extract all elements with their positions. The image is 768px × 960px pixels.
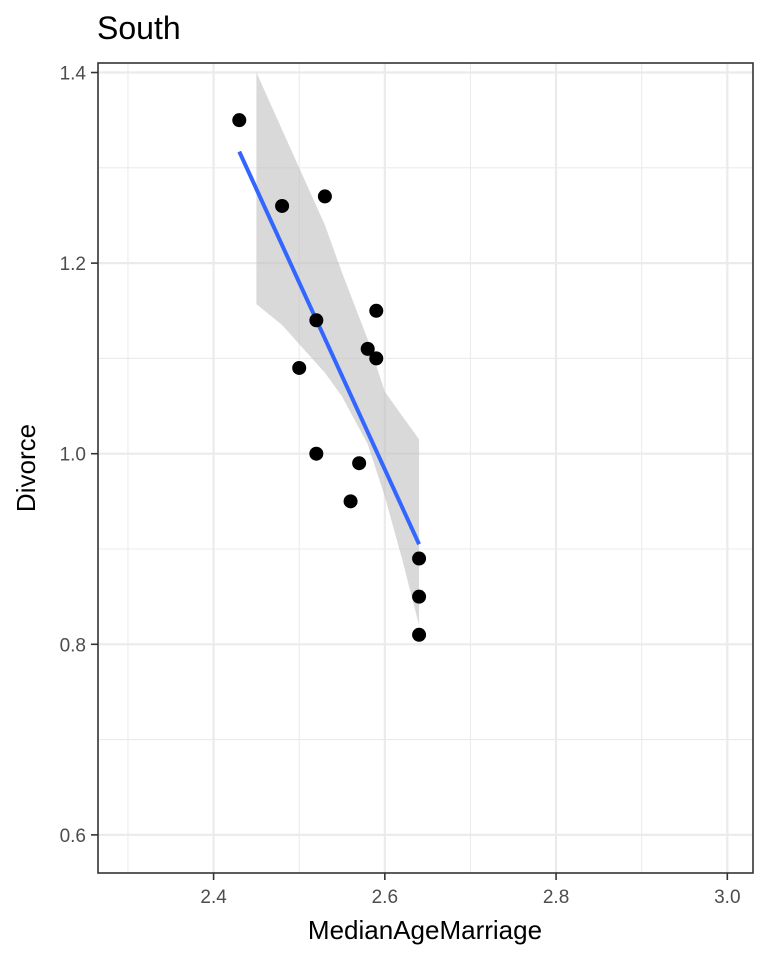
y-tick-label: 0.8 — [60, 635, 86, 656]
data-point — [369, 303, 384, 318]
data-point — [412, 551, 427, 566]
data-point — [343, 494, 358, 509]
data-point — [352, 456, 367, 471]
major-gridlines — [98, 63, 753, 873]
x-axis-ticks: 2.4 2.6 2.8 3.0 — [200, 873, 741, 908]
y-tick-label: 0.6 — [60, 826, 86, 847]
x-axis-title: MedianAgeMarriage — [308, 915, 542, 945]
chart-title: South — [97, 10, 181, 46]
data-point — [292, 360, 307, 375]
data-point — [317, 189, 332, 204]
y-tick-label: 1.0 — [60, 445, 86, 466]
points-layer — [232, 113, 427, 642]
data-point — [309, 446, 324, 461]
data-point — [309, 313, 324, 328]
fit-line — [237, 150, 421, 546]
confidence-band — [256, 72, 420, 626]
minor-gridlines — [98, 63, 753, 873]
data-point — [369, 351, 384, 366]
x-tick-label: 2.8 — [543, 887, 569, 908]
confidence-band-layer — [256, 72, 420, 626]
x-tick-label: 3.0 — [714, 887, 740, 908]
data-point — [412, 627, 427, 642]
data-point — [275, 198, 290, 213]
fit-line-layer — [237, 150, 421, 546]
y-axis-ticks: 0.6 0.8 1.0 1.2 1.4 — [60, 64, 98, 847]
y-tick-label: 1.2 — [60, 254, 86, 275]
data-point — [412, 589, 427, 604]
data-point — [360, 341, 375, 356]
data-point — [232, 113, 247, 128]
panel-border — [97, 62, 754, 874]
x-tick-label: 2.6 — [372, 887, 398, 908]
y-axis-title: Divorce — [11, 424, 41, 512]
x-tick-label: 2.4 — [200, 887, 227, 908]
y-tick-label: 1.4 — [60, 64, 87, 85]
